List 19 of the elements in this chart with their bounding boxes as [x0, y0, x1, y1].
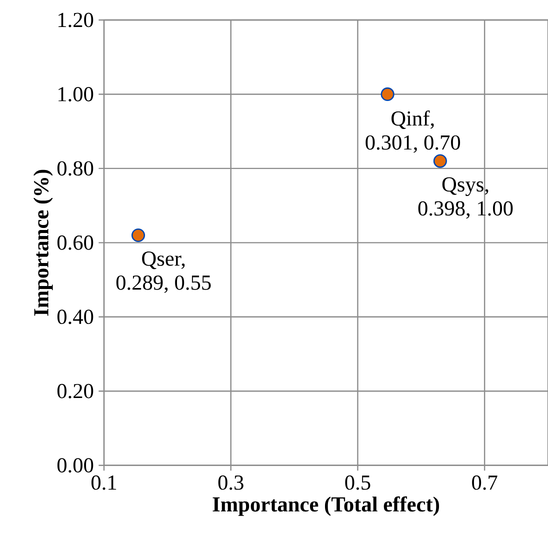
x-axis-title: Importance (Total effect) — [212, 496, 440, 516]
y-tick-label: 0.60 — [57, 235, 94, 250]
y-tick-label: 0.20 — [57, 384, 94, 398]
annotation: Qsys, 0.398, 1.00 — [418, 177, 513, 219]
x-tick-label: 0.7 — [472, 475, 498, 490]
x-tick-label: 0.5 — [345, 475, 370, 490]
y-tick-label: 1.20 — [58, 12, 94, 28]
y-tick-label: 0.00 — [57, 458, 94, 472]
point — [131, 228, 146, 242]
x-tick-label: 0.1 — [91, 475, 116, 490]
y-axis-title: Importance (%) — [33, 170, 53, 316]
annotation: Qser, 0.289, 0.55 — [116, 251, 211, 293]
annotation: Qinf, 0.301, 0.70 — [366, 110, 460, 153]
y-tick-label: 0.40 — [57, 309, 94, 324]
y-tick-label: 1.00 — [58, 86, 94, 102]
point — [380, 87, 394, 101]
point — [433, 154, 447, 168]
x-tick-label: 0.3 — [218, 475, 244, 490]
y-tick-label: 0.80 — [57, 161, 94, 176]
